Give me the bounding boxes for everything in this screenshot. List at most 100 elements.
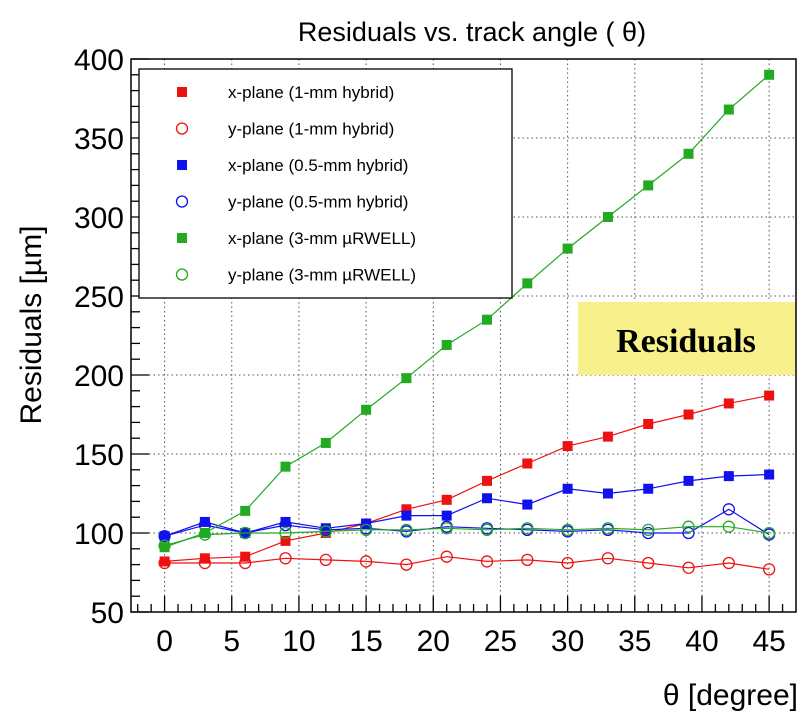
data-point [480,523,494,536]
legend-item: x-plane (0.5-mm hybrid) [177,156,408,175]
data-point [240,505,251,516]
data-point [359,523,373,536]
data-point [441,510,452,521]
legend-box [138,68,513,299]
series-4 [159,69,775,553]
series-line [164,556,770,570]
x-tick-label: 10 [282,625,315,658]
data-point [482,314,493,325]
series-line [164,74,770,548]
x-tick-label: 0 [156,625,173,658]
data-point [723,398,734,409]
legend-label: x-plane (0.5-mm hybrid) [228,156,408,175]
data-point [280,461,291,472]
legend-label: y-plane (0.5-mm hybrid) [228,193,408,212]
data-point [683,148,694,159]
x-tick-label: 25 [484,625,517,658]
series-0 [159,390,775,567]
y-tick-label: 400 [74,44,124,77]
series-line [164,394,770,562]
data-point [642,526,655,540]
y-tick-label: 300 [74,202,124,235]
data-point [359,555,373,568]
legend: x-plane (1-mm hybrid) y-plane (1-mm hybri… [138,68,513,299]
data-point [320,523,331,534]
data-point [199,528,210,538]
legend-label: x-plane (3-mm µRWELL) [228,229,416,248]
x-tick-label: 20 [417,625,450,658]
data-point [521,522,534,535]
data-point [159,542,170,553]
data-point [764,469,775,480]
legend-item: y-plane (3-mm µRWELL) [175,266,416,285]
data-point [319,553,332,567]
legend-item: y-plane (1-mm hybrid) [175,120,394,139]
data-point [722,503,735,516]
data-point [175,268,189,281]
data-point [441,494,452,505]
series-layer [158,69,776,576]
data-point [522,458,533,469]
data-point [562,441,573,452]
data-point [683,475,694,486]
x-tick-label: 40 [685,625,718,658]
data-point [683,409,694,420]
data-point [239,556,252,570]
data-point [361,518,372,529]
data-point [320,437,331,448]
plot-frame [130,58,797,613]
data-point [279,526,292,540]
y-tick-label: 350 [74,123,124,156]
x-tick-label: 45 [752,625,785,658]
data-point [562,483,573,494]
legend-label: y-plane (1-mm hybrid) [228,120,394,139]
data-point [602,431,613,442]
annotation-label: Residuals [616,323,756,360]
data-point [239,526,252,540]
data-point [482,475,493,486]
data-point [401,504,412,515]
data-point [401,510,412,521]
axes: 0 5 10 15 20 25 30 35 40 45 50 100 150 200 250 300 350 40… [74,44,786,658]
data-point [199,516,210,527]
data-point [602,488,613,499]
y-tick-label: 100 [74,518,124,551]
series-3 [158,503,776,543]
legend-item: y-plane (0.5-mm hybrid) [175,193,408,212]
data-point [158,539,171,552]
data-point [762,526,776,540]
annotation-box [578,302,795,375]
data-point [177,160,187,170]
legend-item: x-plane (1-mm hybrid) [177,83,394,102]
data-point [480,555,494,568]
data-point [723,471,734,482]
data-point [175,195,189,208]
data-point [482,493,493,504]
data-point [401,373,412,384]
data-point [562,243,573,254]
data-point [441,339,452,350]
x-axis-title: θ [degree] [663,679,798,712]
data-point [280,535,291,546]
data-point [159,531,170,542]
data-point [279,518,292,532]
x-tick-label: 15 [349,625,382,658]
series-1 [158,550,776,576]
data-point [682,526,695,540]
data-point [240,551,251,562]
data-point [643,180,654,191]
data-point [643,418,654,429]
x-tick-label: 30 [551,625,584,658]
series-5 [158,520,776,552]
chart-title: Residuals vs. track angle ( θ) [298,17,646,47]
x-tick-label: 35 [618,625,651,658]
data-point [198,556,212,570]
data-point [762,563,776,576]
residuals-annotation: Residuals [578,302,795,375]
data-point [158,556,171,570]
data-point [175,122,189,135]
data-point [561,523,574,536]
y-tick-label: 250 [74,281,124,314]
data-point [177,233,187,243]
data-point [440,550,453,563]
